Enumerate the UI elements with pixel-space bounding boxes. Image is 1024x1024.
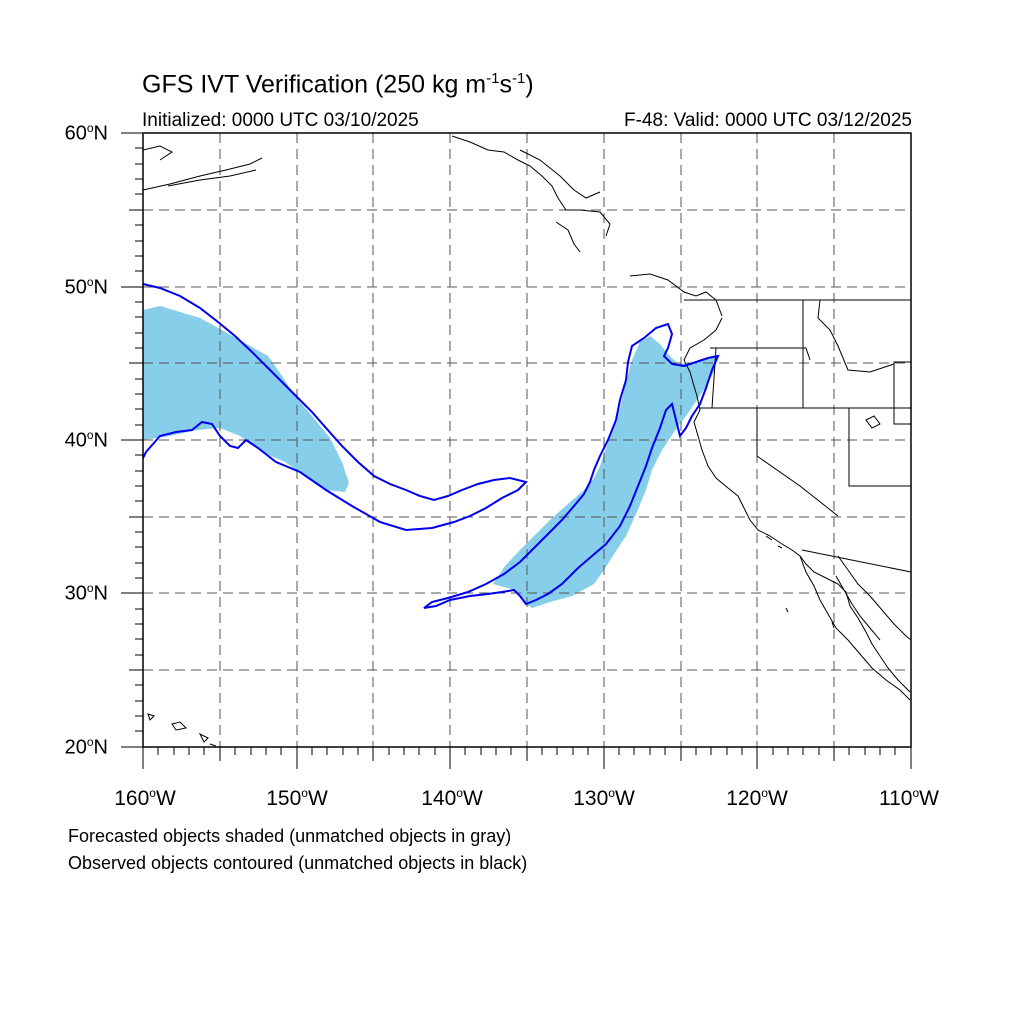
alaska-coast [142,145,263,191]
lon-label-120w: 120oW [726,786,788,810]
bc-coast [451,135,723,317]
coastlines [142,135,912,747]
observed-legend-note: Observed objects contoured (unmatched ob… [68,853,528,873]
lon-label-130w: 130oW [573,786,635,810]
forecast-legend-note: Forecasted objects shaded (unmatched obj… [68,826,512,846]
lon-label-110w: 110oW [879,786,939,810]
valid-time-label: F-48: Valid: 0000 UTC 03/12/2025 [624,110,912,131]
lat-label-40n: 40oN [64,428,108,452]
lon-label-160w: 160oW [114,786,176,810]
observed-objects [142,283,720,609]
initialized-label: Initialized: 0000 UTC 03/10/2025 [142,110,419,131]
lat-label-60n: 60oN [64,121,108,145]
forecast-object-east [493,336,718,608]
west-coast [683,317,911,693]
state-borders [700,299,912,573]
hawaii-islands [147,713,217,747]
lat-label-50n: 50oN [64,275,108,299]
lat-label-30n: 30oN [64,581,108,605]
lon-label-150w: 150oW [266,786,328,810]
mexico-mainland [837,555,912,641]
map-frame [121,132,912,769]
channel-islands [765,535,835,629]
forecast-object-west [143,306,349,492]
map-title: GFS IVT Verification (250 kg m-1s-1) [142,70,534,99]
lat-label-20n: 20oN [64,735,108,759]
baja-california [799,555,911,701]
observed-object-west [142,283,528,532]
great-salt-lake [865,415,881,429]
forecast-objects [143,306,718,608]
observed-object-east [423,322,720,609]
graticule [143,133,911,747]
lon-label-140w: 140oW [421,786,483,810]
